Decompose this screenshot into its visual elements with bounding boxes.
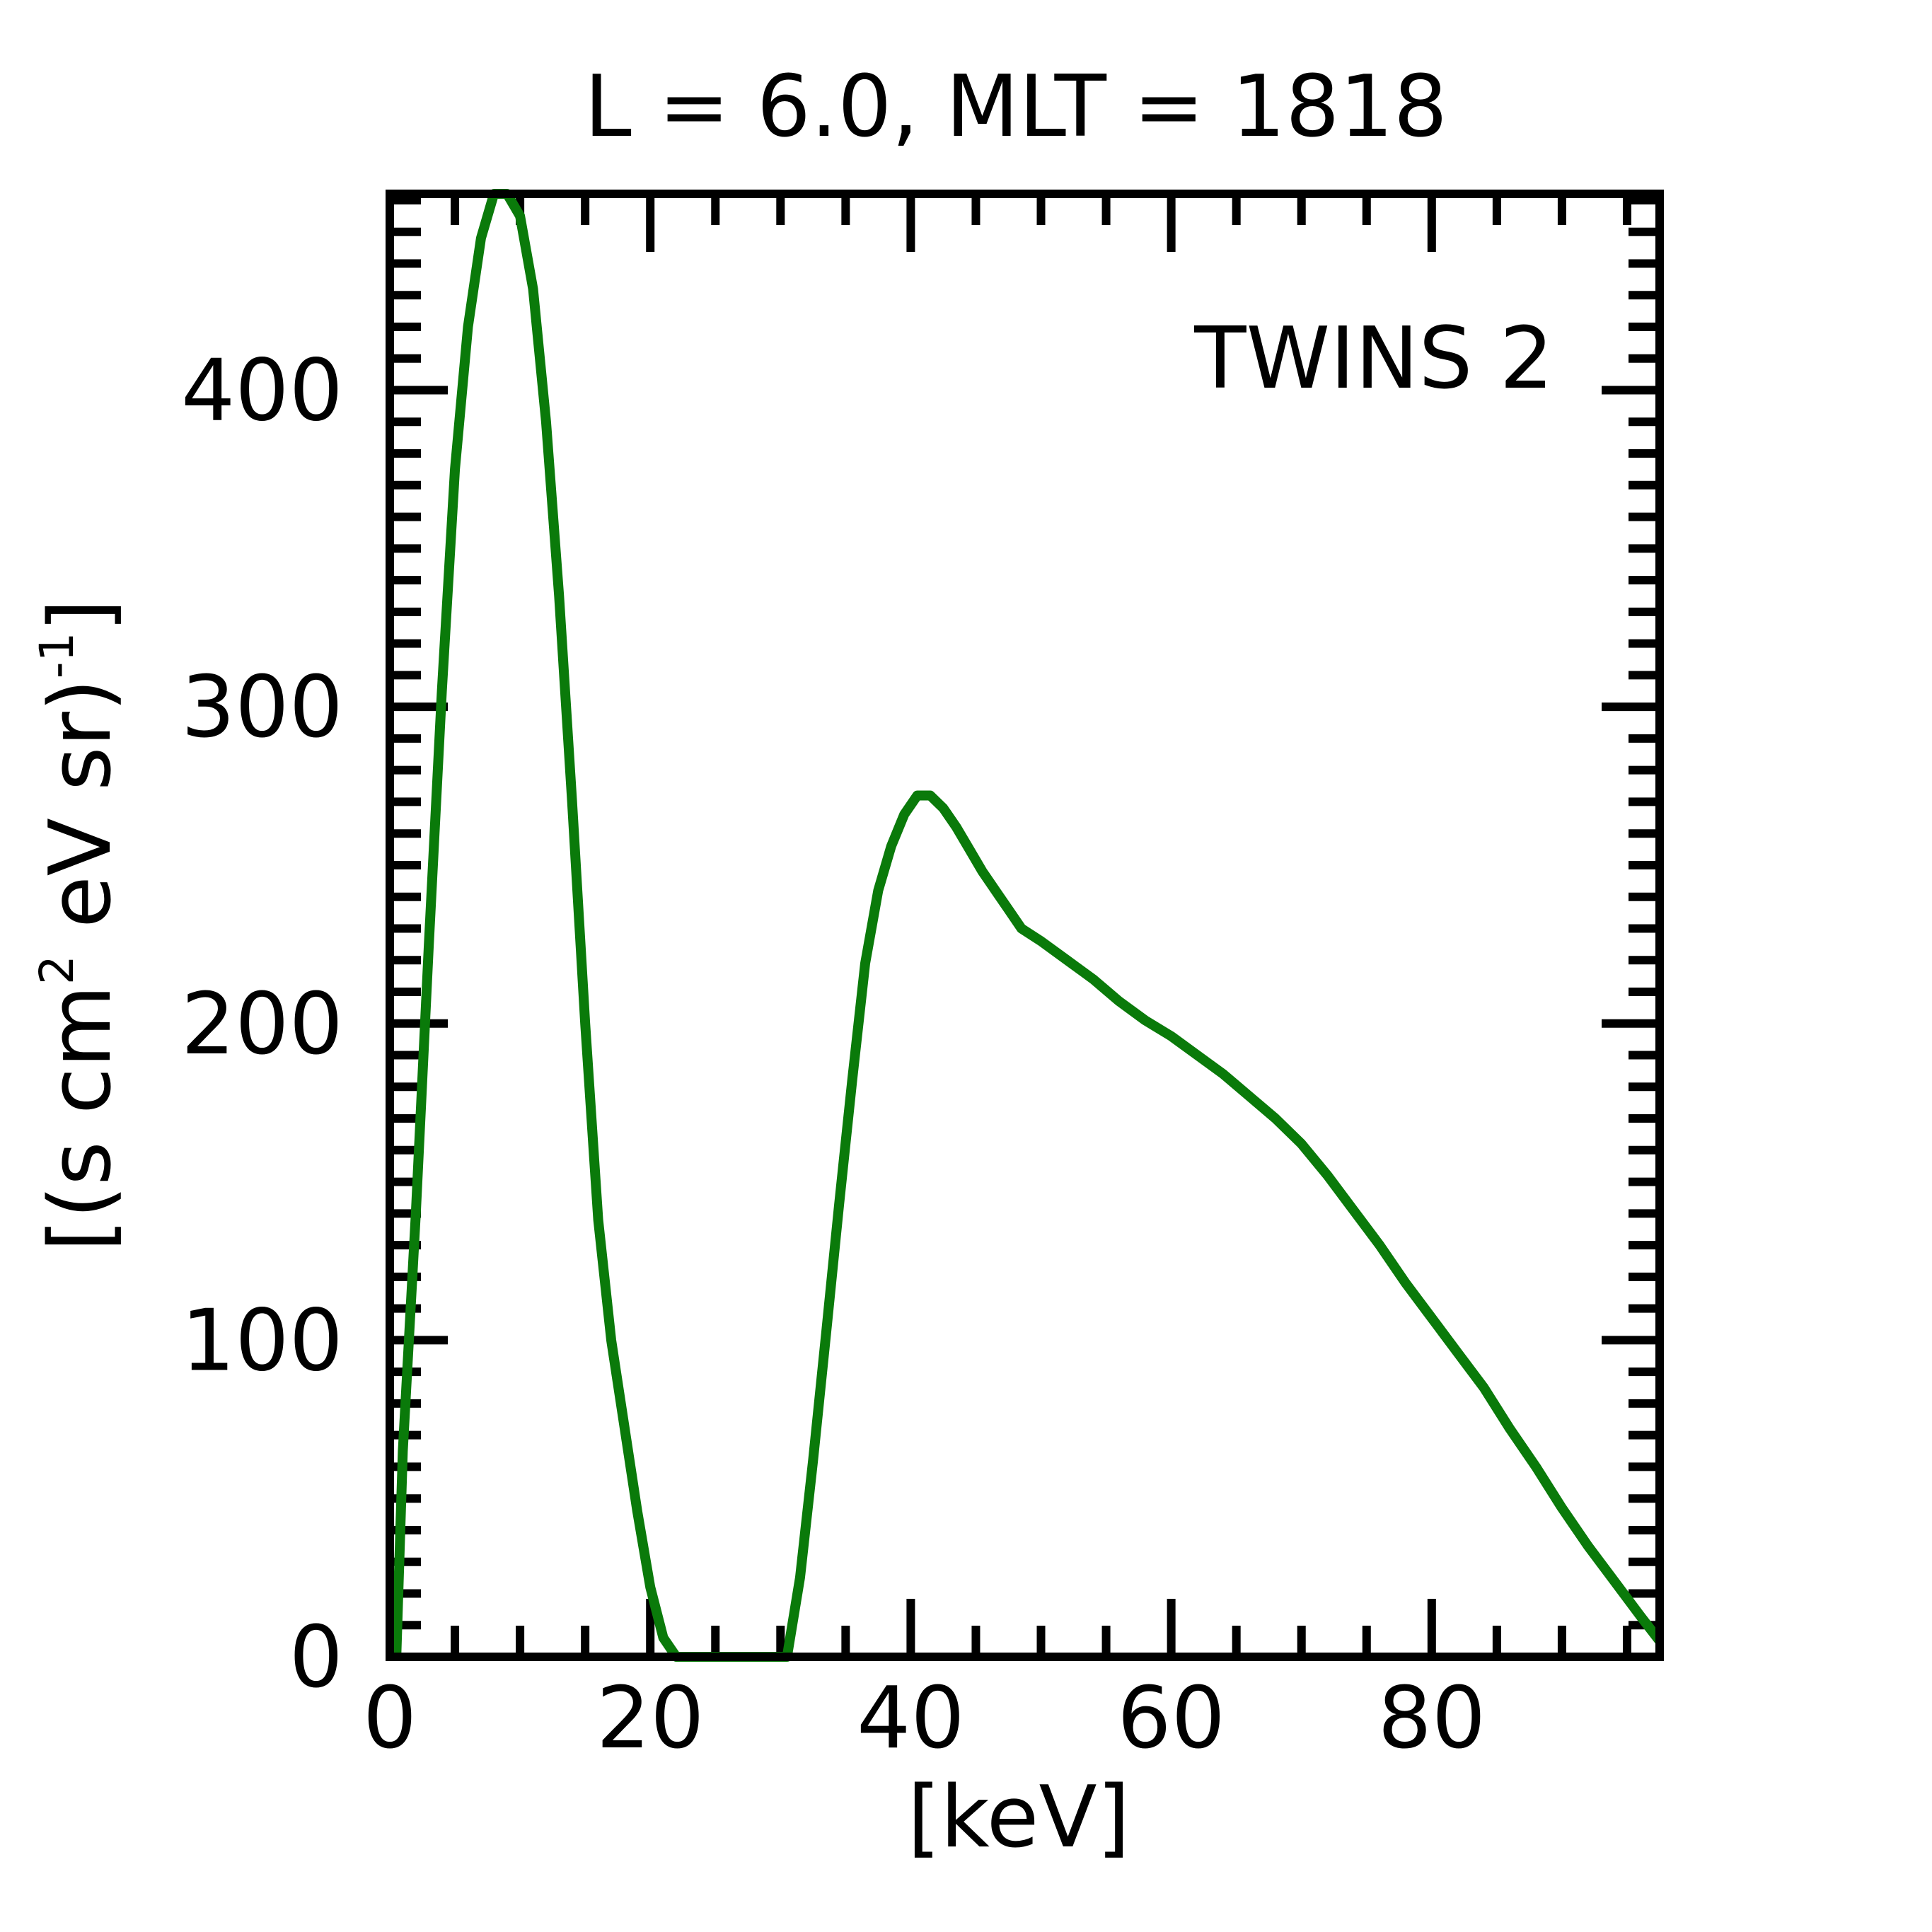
y-axis-label-sup1: 2	[30, 955, 84, 985]
y-axis-label-open: [(s cm	[32, 985, 130, 1251]
chart-title: L = 6.0, MLT = 1818	[584, 58, 1447, 156]
x-tick-label: 40	[857, 1670, 965, 1768]
y-tick-label: 200	[181, 976, 343, 1074]
plot-frame	[386, 190, 1664, 1661]
x-tick-label: 20	[596, 1670, 705, 1768]
series-line	[391, 189, 1664, 1662]
y-tick-label: 300	[181, 659, 343, 757]
y-tick-label: 400	[181, 342, 343, 441]
x-tick-labels: 0 20 40 60 80	[363, 1670, 1486, 1768]
y-axis-label-sup2: -1	[30, 632, 84, 678]
x-tick-label: 80	[1377, 1670, 1486, 1768]
y-tick-label: 100	[181, 1292, 343, 1390]
series-annotation: TWINS 2	[1193, 310, 1554, 408]
y-tick-label: 0	[289, 1609, 343, 1707]
x-axis-label: [keV]	[908, 1769, 1130, 1867]
y-axis-label-mid: eV sr)	[32, 678, 130, 955]
minor-ticks	[390, 194, 1660, 1657]
y-axis-label: [(s cm2 eV sr)-1]	[30, 599, 130, 1252]
x-tick-label: 0	[363, 1670, 417, 1768]
y-axis-label-close: ]	[32, 599, 130, 632]
y-tick-labels: 0 100 200 300 400	[181, 342, 343, 1707]
x-tick-label: 60	[1117, 1670, 1225, 1768]
